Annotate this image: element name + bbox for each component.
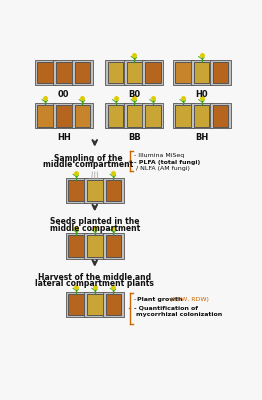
FancyBboxPatch shape (84, 178, 105, 203)
FancyBboxPatch shape (66, 178, 87, 203)
FancyBboxPatch shape (105, 60, 126, 85)
Text: - Illumina MiSeq: - Illumina MiSeq (134, 154, 184, 158)
Text: lateral compartment plants: lateral compartment plants (35, 279, 154, 288)
FancyBboxPatch shape (68, 235, 84, 257)
FancyBboxPatch shape (173, 60, 194, 85)
FancyBboxPatch shape (35, 60, 56, 85)
Text: Harvest of the middle and: Harvest of the middle and (38, 273, 151, 282)
FancyBboxPatch shape (212, 105, 228, 126)
FancyBboxPatch shape (53, 60, 74, 85)
FancyBboxPatch shape (84, 233, 105, 258)
FancyBboxPatch shape (87, 180, 102, 201)
Text: middle compartment: middle compartment (50, 224, 140, 232)
FancyBboxPatch shape (106, 294, 121, 315)
FancyBboxPatch shape (108, 62, 123, 84)
FancyBboxPatch shape (124, 60, 145, 85)
FancyBboxPatch shape (145, 62, 161, 84)
FancyBboxPatch shape (68, 180, 84, 201)
Text: -: - (134, 297, 139, 302)
FancyBboxPatch shape (194, 62, 209, 84)
FancyBboxPatch shape (145, 105, 161, 126)
Text: middle compartment: middle compartment (43, 160, 134, 170)
FancyBboxPatch shape (37, 62, 53, 84)
FancyBboxPatch shape (72, 103, 93, 128)
FancyBboxPatch shape (175, 105, 191, 126)
Text: Sampling of the: Sampling of the (54, 154, 123, 163)
FancyBboxPatch shape (72, 60, 93, 85)
FancyBboxPatch shape (124, 103, 145, 128)
FancyBboxPatch shape (173, 103, 194, 128)
Text: B0: B0 (128, 90, 140, 98)
FancyBboxPatch shape (35, 103, 56, 128)
FancyBboxPatch shape (87, 235, 102, 257)
FancyBboxPatch shape (127, 62, 142, 84)
FancyBboxPatch shape (103, 178, 124, 203)
Text: (SDW, RDW): (SDW, RDW) (168, 297, 209, 302)
FancyBboxPatch shape (212, 62, 228, 84)
Text: BH: BH (195, 133, 208, 142)
Text: Seeds planted in the: Seeds planted in the (50, 218, 139, 226)
FancyBboxPatch shape (127, 105, 142, 126)
FancyBboxPatch shape (75, 62, 90, 84)
FancyBboxPatch shape (106, 180, 121, 201)
FancyBboxPatch shape (103, 292, 124, 317)
FancyBboxPatch shape (210, 103, 231, 128)
FancyBboxPatch shape (87, 294, 102, 315)
FancyBboxPatch shape (175, 62, 191, 84)
FancyBboxPatch shape (191, 60, 212, 85)
FancyBboxPatch shape (75, 105, 90, 126)
Text: H0: H0 (195, 90, 208, 98)
FancyBboxPatch shape (56, 105, 72, 126)
FancyBboxPatch shape (105, 103, 126, 128)
FancyBboxPatch shape (37, 105, 53, 126)
Text: mycorrhizal colonization: mycorrhizal colonization (136, 312, 222, 317)
FancyBboxPatch shape (66, 233, 87, 258)
Text: - PLFA (total fungi): - PLFA (total fungi) (134, 160, 200, 165)
FancyBboxPatch shape (143, 103, 163, 128)
FancyBboxPatch shape (143, 60, 163, 85)
FancyBboxPatch shape (84, 292, 105, 317)
Text: BB: BB (128, 133, 141, 142)
Text: / NLFA (AM fungi): / NLFA (AM fungi) (136, 166, 190, 171)
FancyBboxPatch shape (108, 105, 123, 126)
FancyBboxPatch shape (194, 105, 209, 126)
Text: HH: HH (57, 133, 71, 142)
FancyBboxPatch shape (56, 62, 72, 84)
Text: 00: 00 (58, 90, 69, 98)
Text: - Quantification of: - Quantification of (134, 306, 198, 311)
FancyBboxPatch shape (191, 103, 212, 128)
FancyBboxPatch shape (210, 60, 231, 85)
FancyBboxPatch shape (53, 103, 74, 128)
FancyBboxPatch shape (68, 294, 84, 315)
FancyBboxPatch shape (66, 292, 87, 317)
Text: Plant growth: Plant growth (137, 297, 183, 302)
FancyBboxPatch shape (103, 233, 124, 258)
FancyBboxPatch shape (106, 235, 121, 257)
